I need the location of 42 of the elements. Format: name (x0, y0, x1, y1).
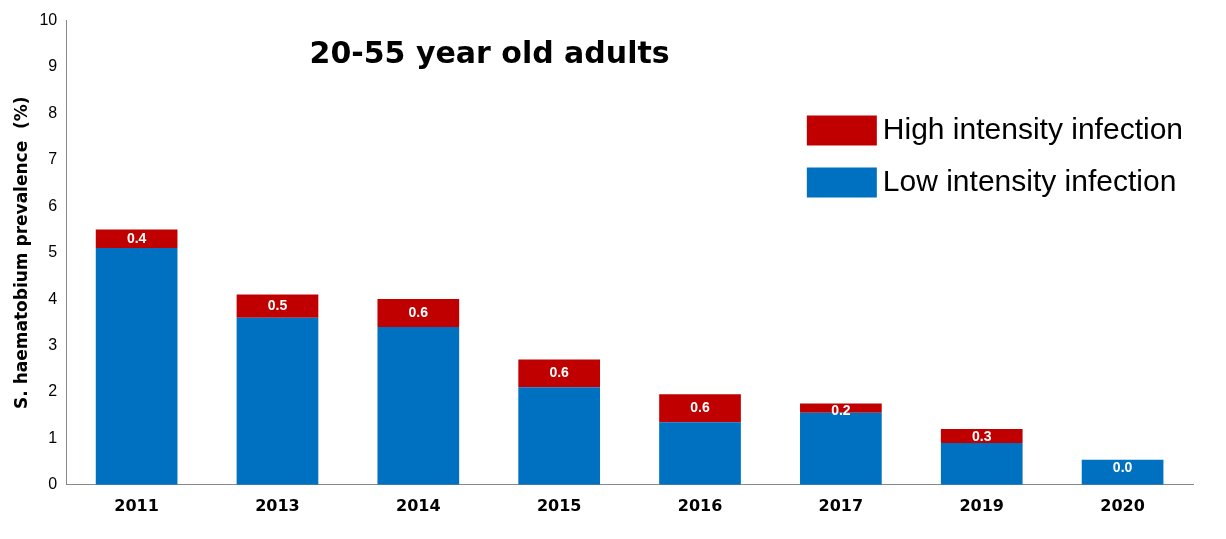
bar (236, 317, 319, 485)
bar (377, 299, 460, 327)
data-label: 0.5 (267, 296, 288, 313)
legend-label: Low intensity infection (882, 163, 1177, 197)
data-label: 0.6 (549, 364, 570, 381)
y-tick-label: 6 (48, 196, 58, 214)
bar (377, 326, 460, 485)
x-tick-label: 2015 (536, 495, 582, 515)
data-label: 0.0 (1112, 458, 1133, 475)
bar (659, 422, 741, 485)
y-tick-label: 8 (48, 103, 58, 121)
data-label: 0.6 (690, 399, 710, 416)
x-tick-label: 2016 (677, 495, 723, 515)
y-tick-label: 0 (48, 475, 58, 493)
y-tick-label: 4 (48, 289, 58, 307)
y-tick-label: 9 (48, 57, 58, 75)
y-axis-title: S. haematobium prevalence (%) (10, 96, 31, 409)
legend-label: High intensity infection (882, 111, 1184, 145)
bar (940, 429, 1023, 444)
bar (940, 443, 1023, 485)
bar (659, 394, 741, 423)
y-tick-label: 2 (48, 382, 58, 400)
data-label: 0.6 (408, 303, 429, 320)
y-tick-label: 10 (39, 11, 58, 29)
x-tick-label: 2017 (818, 495, 864, 515)
y-tick-label: 1 (48, 428, 58, 446)
bar (95, 229, 178, 249)
bar (95, 248, 178, 485)
bar (518, 387, 601, 485)
x-tick-label: 2011 (114, 495, 159, 515)
x-tick-label: 2013 (255, 495, 300, 515)
x-tick-label: 2014 (396, 495, 441, 515)
y-tick-label: 7 (48, 150, 58, 168)
bar (236, 294, 319, 318)
x-tick-label: 2019 (959, 495, 1004, 515)
y-tick-label: 3 (48, 335, 58, 353)
data-label: 0.4 (126, 229, 147, 246)
bar (518, 359, 601, 388)
y-tick-label: 5 (48, 243, 58, 261)
data-label: 0.3 (971, 427, 992, 444)
x-tick-label: 2020 (1100, 495, 1145, 515)
text: 20-55 year old adults (309, 35, 670, 71)
